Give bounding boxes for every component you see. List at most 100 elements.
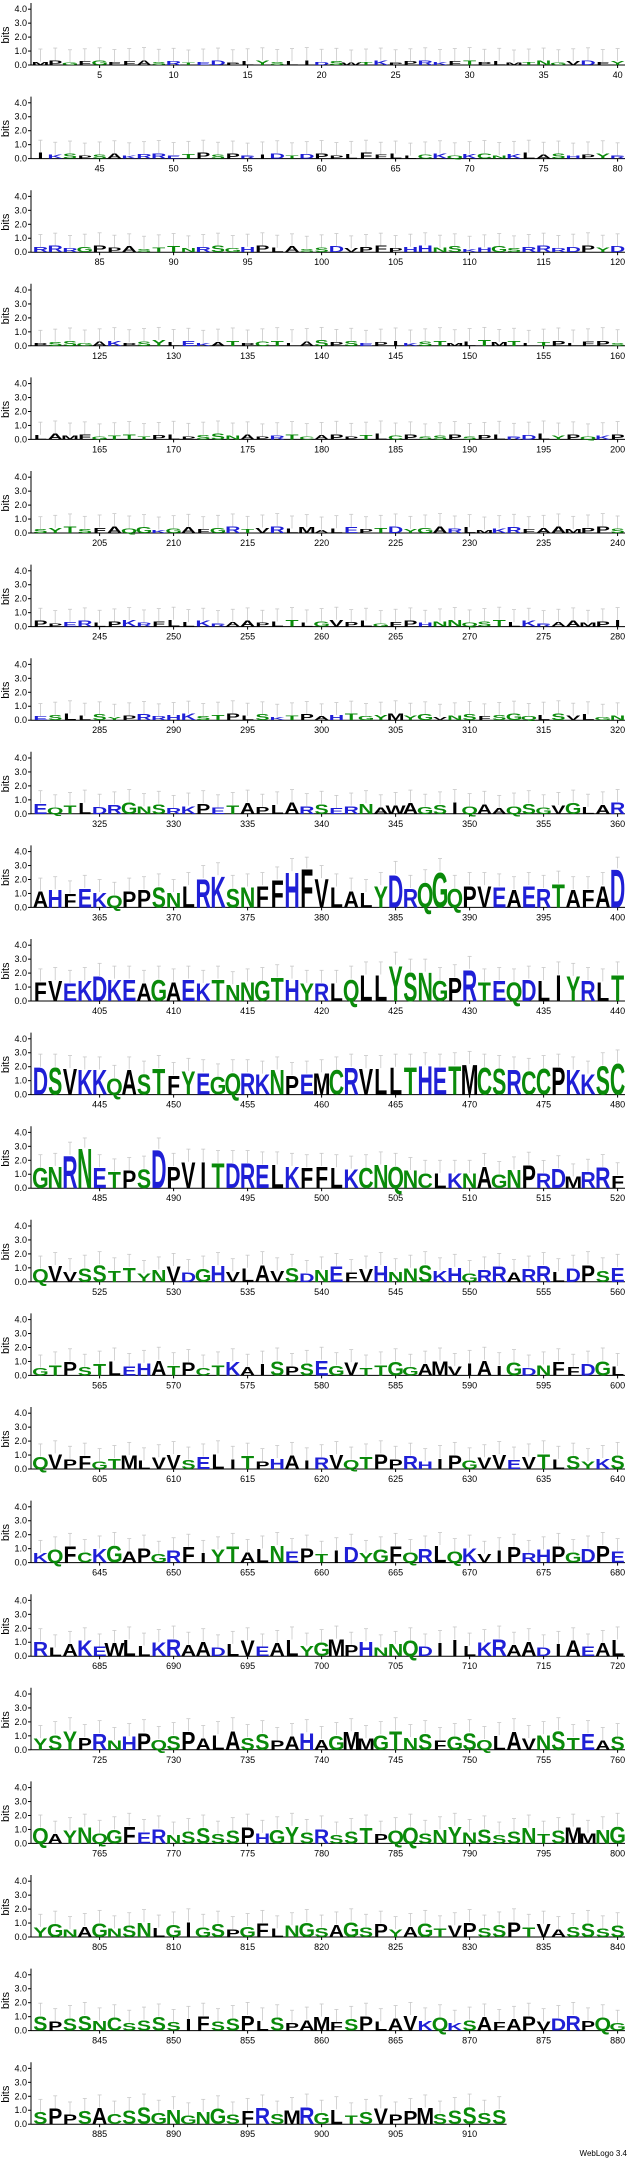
y-tick-label: 1.0 [14,1731,27,1741]
residue-letter: H [403,246,418,254]
y-tick-label: 3.0 [14,1329,27,1339]
residue-letter: S [433,2111,447,2128]
residue-letter: W [104,1641,124,1661]
x-tick-label: 380 [314,912,329,922]
residue-letter: S [122,2021,136,2033]
y-tick-label: 4.0 [14,753,27,763]
residue-letter: G [461,1271,478,1285]
x-tick-label: 560 [610,1287,625,1297]
x-tick-label: 865 [388,2036,403,2046]
residue-letter: A [255,1259,270,1287]
residue-letter: T [212,1158,225,1197]
residue-letter: G [239,1923,256,1940]
residue-letter: G [254,976,271,1008]
x-tick-label: 490 [166,1193,181,1203]
y-axis-label: bits [0,1711,12,1729]
y-tick-label: 0.0 [14,154,27,164]
residue-letter: R [136,713,152,722]
residue-letter: L [434,1540,447,1568]
residue-letter: M [313,1067,331,1102]
residue-letter: F [64,1542,77,1568]
residue-letter: A [107,525,122,535]
y-tick-label: 4.0 [14,847,27,857]
residue-letter: N [373,1645,388,1659]
residue-letter: N [373,1159,388,1196]
residue-letter: L [537,714,550,722]
x-tick-label: 870 [462,2036,477,2046]
residue-letter: S [211,432,226,441]
residue-letter: N [521,1823,536,1848]
residue-letter: R [196,246,212,254]
residue-letter: K [77,1064,92,1103]
residue-letter: S [477,1925,491,1940]
residue-letter: P [403,434,417,441]
residue-letter: P [107,621,122,629]
residue-letter: P [152,434,166,441]
residue-letter: M [564,1823,582,1849]
residue-letter: A [210,341,225,347]
residue-letter: K [151,1640,167,1661]
y-axis-label: bits [0,494,12,512]
logo-row: bits 0.0 1.0 2.0 3.0 4.0 525 530 535 540 545 550 555… [0,1219,625,1297]
residue-letter: A [477,1160,492,1195]
residue-letter: S [285,1264,299,1287]
residue-letter: L [78,800,91,817]
x-tick-label: 740 [314,1755,329,1765]
residue-letter: T [404,1060,417,1103]
residue-letter: H [418,244,433,254]
residue-letter: R [62,247,77,253]
residue-letter: Q [225,1067,242,1102]
x-tick-label: 515 [536,1193,551,1203]
y-tick-label: 4.0 [14,191,27,201]
residue-letter: G [195,1266,212,1286]
residue-letter: S [581,1921,595,1942]
residue-letter: K [432,1267,448,1285]
residue-letter: K [418,2018,433,2034]
x-tick-label: 145 [388,351,403,361]
residue-letter: P [285,1071,299,1101]
residue-letter: T [211,1361,225,1378]
residue-letter: S [270,2015,284,2035]
residue-letter: K [196,620,212,629]
residue-letter: A [284,1734,300,1755]
residue-letter: A [270,1641,285,1661]
x-tick-label: 815 [240,1942,255,1952]
residue-letter: L [522,152,535,161]
residue-letter: N [92,2018,107,2034]
residue-letter: P [255,805,269,816]
residue-letter: L [330,1163,343,1195]
x-tick-label: 225 [388,538,403,548]
y-tick-label: 0.0 [14,1558,27,1568]
residue-letter: L [78,715,92,722]
residue-letter: G [165,528,182,535]
residue-letter: S [596,1926,610,1940]
residue-letter: Y [48,527,63,535]
residue-letter: Q [91,1830,108,1847]
residue-letter: T [167,245,180,254]
residue-letter: P [581,2018,595,2034]
y-tick-label: 2.0 [14,1155,27,1165]
residue-letter: Q [506,804,523,817]
residue-letter: P [403,619,417,628]
x-tick-label: 660 [314,1568,329,1578]
residue-letter: G [609,1821,626,1849]
y-tick-label: 0.0 [14,1277,27,1287]
residue-letter: P [389,247,403,253]
x-tick-label: 890 [166,2129,181,2139]
residue-letter: I [230,1456,236,1472]
y-tick-label: 0.0 [14,1183,27,1193]
residue-letter: P [255,436,269,441]
x-tick-label: 540 [314,1287,329,1297]
residue-letter: G [417,1921,434,1942]
residue-letter: V [166,1261,181,1286]
residue-letter: Q [32,1454,49,1474]
residue-letter: L [256,1546,269,1567]
residue-letter: S [137,2017,151,2034]
residue-letter: T [359,61,373,66]
residue-letter: F [582,341,595,348]
residue-letter: F [478,716,491,722]
y-tick-label: 2.0 [14,126,27,136]
y-tick-label: 2.0 [14,968,27,978]
residue-letter: Y [33,1924,47,1940]
x-tick-label: 330 [166,819,181,829]
